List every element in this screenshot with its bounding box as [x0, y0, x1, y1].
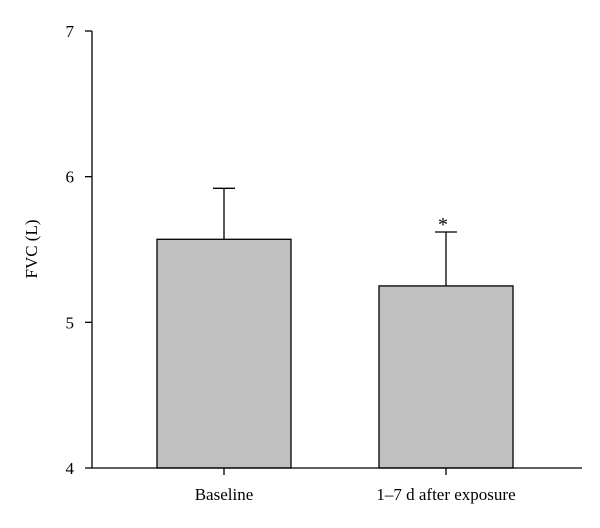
annotations-group: * — [438, 214, 448, 236]
y-axis-title: FVC (L) — [22, 219, 41, 278]
x-ticks-group: Baseline 1–7 d after exposure — [195, 468, 516, 504]
x-tick-label-1: 1–7 d after exposure — [376, 485, 515, 504]
y-tick-label-0: 4 — [66, 459, 75, 478]
significance-marker-1: * — [438, 214, 448, 236]
y-tick-label-3: 7 — [66, 22, 75, 41]
y-tick-label-1: 5 — [66, 313, 75, 332]
error-bars-group — [213, 187, 457, 286]
bars-group — [156, 238, 514, 469]
x-tick-label-0: Baseline — [195, 485, 254, 504]
bar-0 — [156, 238, 292, 469]
y-tick-label-2: 6 — [66, 168, 75, 187]
y-ticks-group: 4 5 6 7 — [66, 22, 92, 478]
bar-1 — [378, 285, 514, 469]
